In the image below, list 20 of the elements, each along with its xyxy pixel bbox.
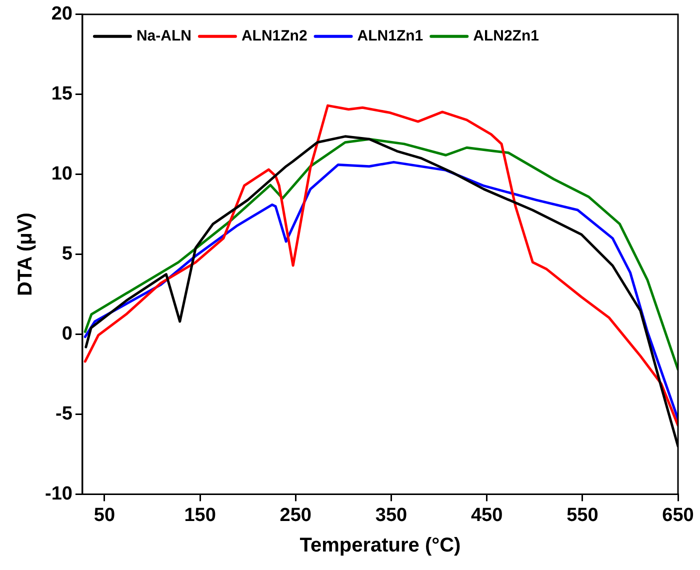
y-tick-label: 15 xyxy=(51,84,73,105)
y-tick-label: 20 xyxy=(51,4,72,25)
y-tick-label: -5 xyxy=(56,403,73,424)
y-tick-label: 0 xyxy=(62,324,72,344)
x-tick-label: 250 xyxy=(280,504,312,526)
x-tick-label: 450 xyxy=(470,504,503,526)
y-tick-label: -10 xyxy=(44,483,72,504)
x-tick-label: 350 xyxy=(375,504,408,526)
legend-label: ALN2Zn1 xyxy=(473,28,539,45)
x-tick-label: 50 xyxy=(94,504,116,526)
x-tick-label: 550 xyxy=(566,504,598,526)
y-tick-label: 5 xyxy=(62,244,73,265)
x-tick-label: 650 xyxy=(662,504,694,526)
x-tick-label: 150 xyxy=(184,504,216,526)
y-axis-title: DTA (μV) xyxy=(14,212,37,296)
y-tick-label: 10 xyxy=(51,164,72,185)
legend-label: Na-ALN xyxy=(136,28,192,45)
legend-label: ALN1Zn2 xyxy=(241,28,308,45)
legend-label: ALN1Zn1 xyxy=(357,28,424,45)
x-axis-title: Temperature (°C) xyxy=(300,534,461,557)
